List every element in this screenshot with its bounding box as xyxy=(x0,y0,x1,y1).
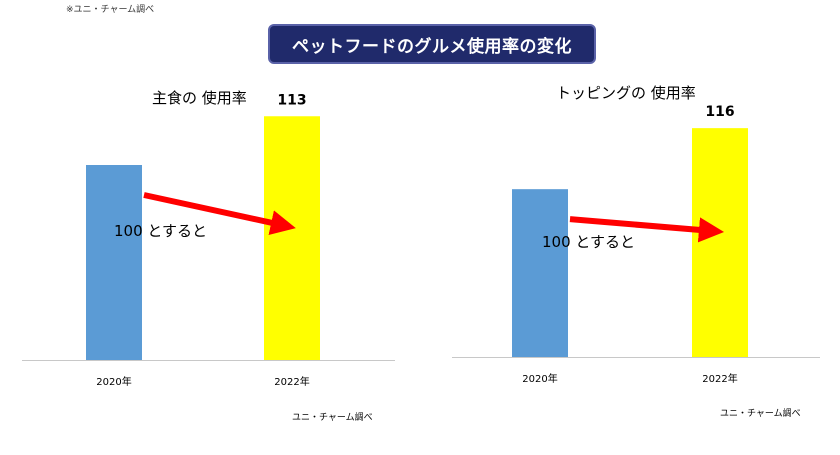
bar-topping-2022 xyxy=(692,128,748,357)
annotation-main-food: 100 とすると xyxy=(114,222,207,240)
bar-main-food-2022 xyxy=(264,116,320,360)
category-label-topping-2022: 2022年 xyxy=(702,372,737,385)
source-note-top: ※ユニ・チャーム調べ xyxy=(66,5,155,15)
main-title: ペットフードのグルメ使用率の変化 xyxy=(268,24,596,64)
chart-title-topping: トッピングの 使用率 xyxy=(556,84,696,102)
source-note-topping: ユニ・チャーム調べ xyxy=(720,407,801,419)
category-label-main-food-2022: 2022年 xyxy=(274,375,309,388)
chart-title-main-food: 主食の 使用率 xyxy=(152,89,247,107)
trend-arrow-main-food xyxy=(143,192,296,236)
annotation-topping: 100 とすると xyxy=(542,233,635,251)
value-label-main-food: 113 xyxy=(277,92,306,108)
bar-main-food-2020 xyxy=(86,165,142,360)
category-label-main-food-2020: 2020年 xyxy=(96,375,131,388)
source-note-main-food: ユニ・チャーム調べ xyxy=(292,411,373,423)
bar-topping-2020 xyxy=(512,189,568,357)
category-label-topping-2020: 2020年 xyxy=(522,372,557,385)
trend-arrow-topping xyxy=(569,216,725,243)
value-label-topping: 116 xyxy=(705,104,734,120)
